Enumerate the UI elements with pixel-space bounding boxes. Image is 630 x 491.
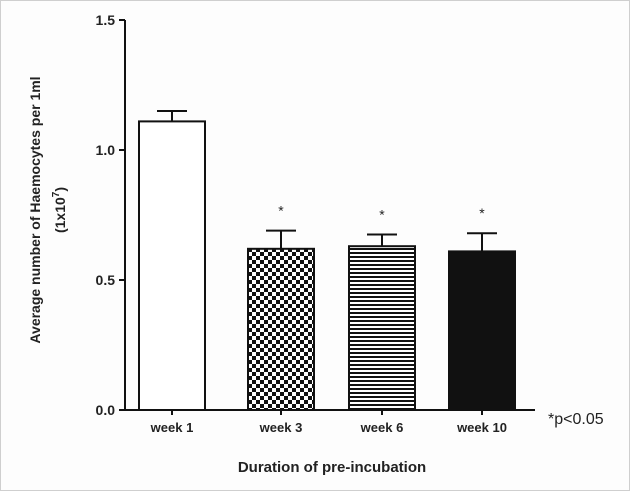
significance-star: *: [479, 205, 485, 221]
y-axis-unit-group: (1x107): [51, 187, 68, 233]
y-axis-unit-base: (1x10: [52, 197, 68, 233]
bar: [448, 250, 516, 411]
bar: [138, 120, 206, 412]
significance-star: *: [379, 207, 385, 223]
y-tick-label: 1.0: [96, 142, 116, 158]
significance-star: *: [278, 203, 284, 219]
significance-note: *p<0.05: [548, 411, 604, 428]
y-axis-unit: (1x107): [51, 187, 68, 233]
bars-group: [138, 110, 516, 412]
y-tick-label: 1.5: [96, 12, 116, 28]
bar: [247, 247, 315, 411]
y-axis-label: Average number of Haemocytes per 1ml: [27, 76, 43, 343]
x-axis-label: Duration of pre-incubation: [238, 459, 426, 476]
y-axis-label-group: Average number of Haemocytes per 1ml: [27, 76, 43, 343]
x-tick-label: week 6: [360, 420, 404, 435]
y-axis-unit-close: ): [52, 187, 68, 192]
x-tick-label: week 1: [150, 420, 194, 435]
x-tick-label: week 10: [456, 420, 507, 435]
y-axis-unit-exponent: 7: [51, 191, 62, 197]
x-tick-label: week 3: [259, 420, 303, 435]
bar: [348, 245, 416, 411]
y-tick-label: 0.0: [96, 402, 116, 418]
labels-group: 0.0 0.5 1.0 1.5 week 1 * week 3 * week 6 * week 10: [96, 12, 507, 435]
y-tick-label: 0.5: [96, 272, 116, 288]
